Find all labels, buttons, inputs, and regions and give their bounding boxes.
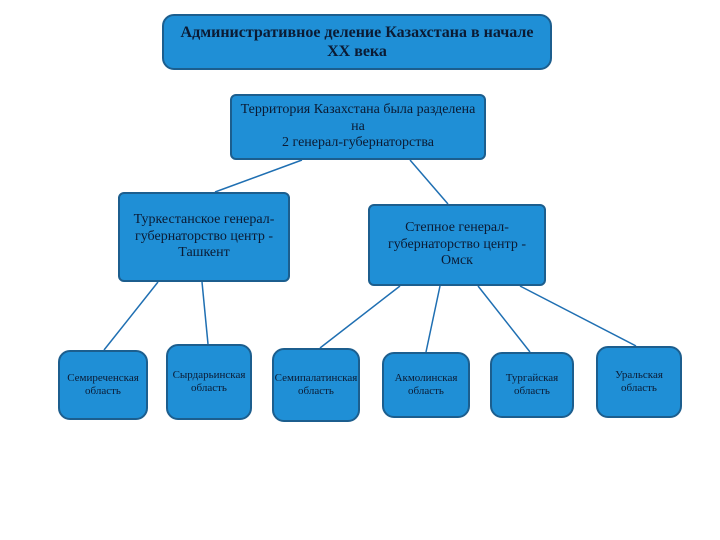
edge-step-akmol	[426, 286, 440, 352]
edge-turk-syr	[202, 282, 208, 344]
node-ural: Уральская область	[596, 346, 682, 418]
edge-turk-semir	[104, 282, 158, 350]
node-akmol: Акмолинская область	[382, 352, 470, 418]
edge-root-step	[410, 160, 448, 204]
edge-root-turk	[215, 160, 302, 192]
edge-step-ural	[520, 286, 636, 346]
node-title: Административное деление Казахстана в на…	[162, 14, 552, 70]
diagram-canvas: Административное деление Казахстана в на…	[0, 0, 720, 540]
node-step: Степное генерал-губернаторство центр - О…	[368, 204, 546, 286]
node-semip: Семипалатинская область	[272, 348, 360, 422]
edge-step-semip	[320, 286, 400, 348]
node-semir: Семиреченская область	[58, 350, 148, 420]
node-turk: Туркестанское генерал-губернаторство цен…	[118, 192, 290, 282]
node-turg: Тургайская область	[490, 352, 574, 418]
edges-layer	[0, 0, 720, 540]
edge-step-turg	[478, 286, 530, 352]
node-syr: Сырдарьинская область	[166, 344, 252, 420]
node-root: Территория Казахстана была разделена на2…	[230, 94, 486, 160]
